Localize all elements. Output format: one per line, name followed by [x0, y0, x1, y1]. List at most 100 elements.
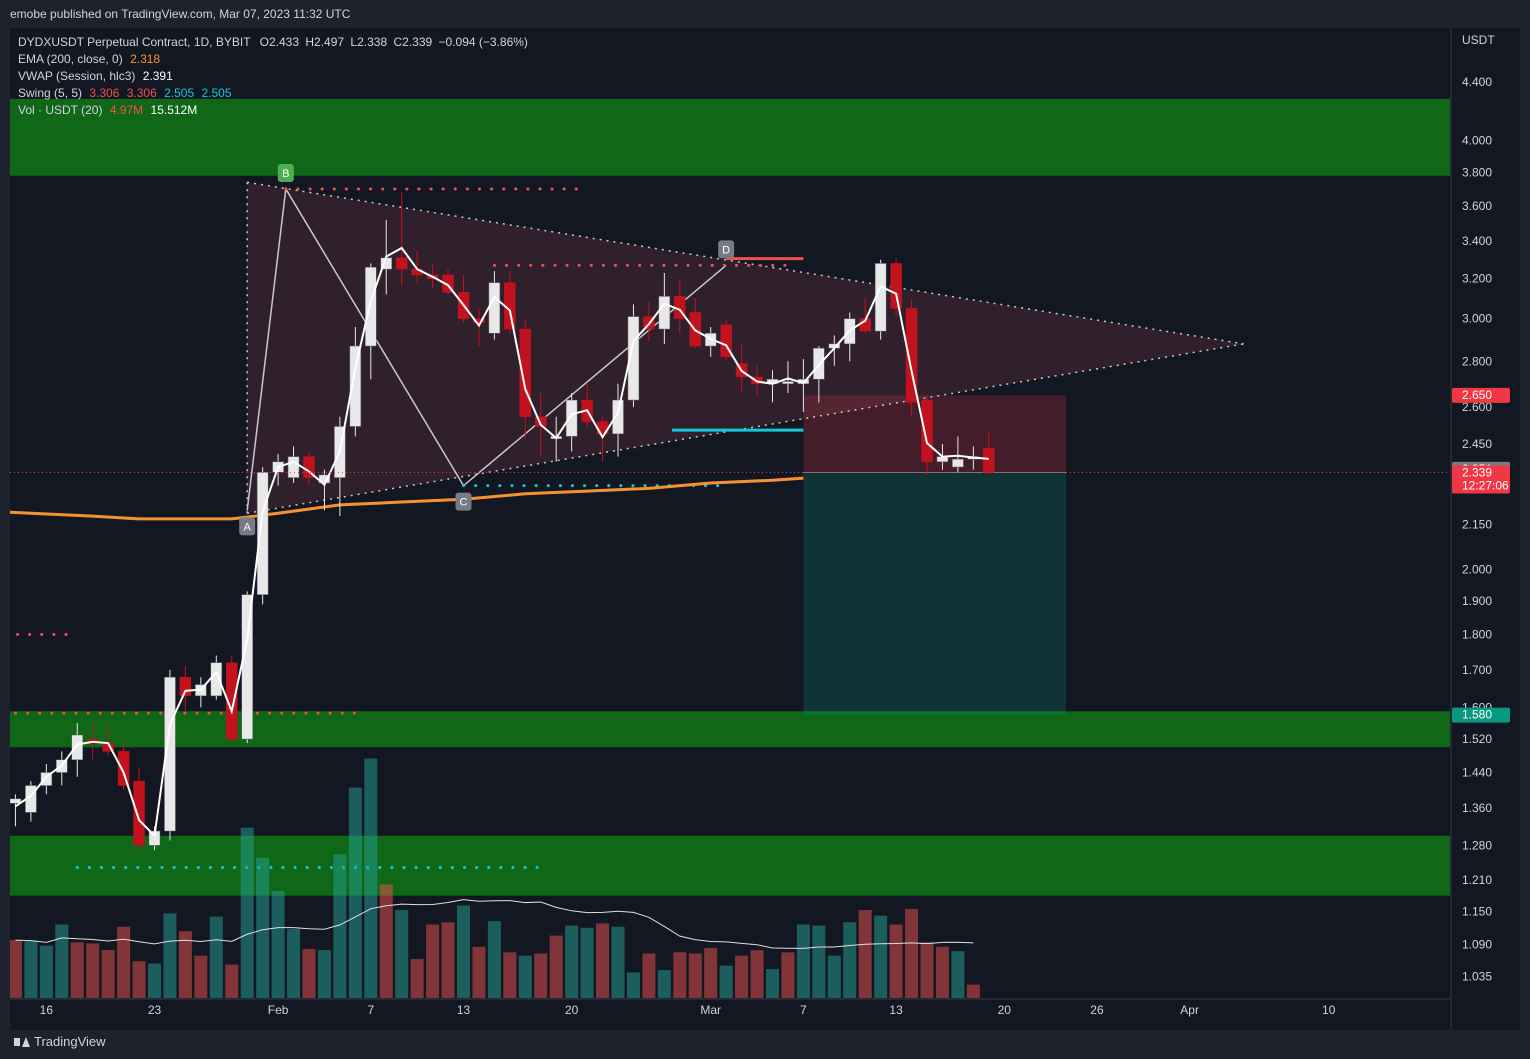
volume-bar — [209, 916, 223, 998]
candle[interactable] — [921, 399, 933, 463]
candle[interactable] — [782, 381, 794, 385]
triangle-upper-line[interactable] — [247, 181, 1244, 345]
candle[interactable] — [473, 318, 485, 324]
candle[interactable] — [535, 416, 547, 427]
stop-loss-area[interactable] — [803, 395, 1067, 473]
triangle-area[interactable] — [247, 182, 1244, 514]
volume-bar — [518, 955, 532, 998]
candle[interactable] — [164, 676, 176, 832]
candle[interactable] — [40, 772, 53, 786]
candle[interactable] — [226, 662, 238, 740]
candle[interactable] — [349, 345, 362, 427]
volume-bar — [951, 951, 965, 998]
volume-bar — [920, 942, 934, 998]
x-tick-label: 7 — [800, 1003, 807, 1017]
volume-bar — [487, 921, 501, 998]
candle[interactable] — [612, 399, 624, 435]
x-tick-label: 20 — [998, 1003, 1012, 1017]
volume-bar — [410, 959, 424, 998]
swing-value-2: 3.306 — [126, 86, 157, 100]
x-tick-label: Mar — [700, 1003, 721, 1017]
candle[interactable] — [210, 662, 223, 697]
candle[interactable] — [720, 324, 732, 358]
candle[interactable] — [133, 780, 145, 846]
price-tag-1 — [1452, 387, 1510, 403]
candle[interactable] — [256, 472, 269, 595]
candle[interactable] — [952, 458, 964, 468]
pattern-point-a[interactable] — [239, 517, 256, 536]
ohlc-open: 2.433 — [269, 35, 300, 49]
y-tick-label: 1.035 — [1462, 970, 1492, 984]
candle[interactable] — [71, 734, 83, 761]
volume-bar — [657, 970, 671, 998]
candle[interactable] — [442, 274, 454, 293]
ohlc-close: 2.339 — [402, 35, 433, 49]
volume-bar — [735, 955, 749, 998]
y-tick-label: 1.090 — [1462, 938, 1492, 952]
volume-bar — [503, 952, 517, 998]
candle[interactable] — [117, 751, 130, 786]
x-tick-label: 16 — [40, 1003, 54, 1017]
legend-swing-row[interactable]: Swing (5, 5) 3.306 3.306 2.505 2.505 — [18, 85, 528, 102]
candle[interactable] — [658, 296, 671, 330]
ohlc-high-label: H — [305, 35, 315, 49]
brand-label: TradingView — [34, 1034, 106, 1049]
candle[interactable] — [565, 399, 578, 437]
time-axis[interactable] — [10, 998, 1450, 1030]
y-tick-label: 3.200 — [1462, 272, 1492, 286]
volume-bar — [827, 955, 841, 998]
swing-value-1: 3.306 — [89, 86, 120, 100]
volume-bar — [302, 949, 316, 998]
y-tick-label: 4.400 — [1462, 75, 1492, 89]
volume-bar — [858, 910, 872, 998]
volume-bar — [287, 928, 301, 998]
y-tick-label: 2.000 — [1462, 562, 1492, 576]
pattern-label-c: C — [460, 497, 468, 509]
candle[interactable] — [983, 447, 995, 473]
legend-ema-row[interactable]: EMA (200, close, 0) 2.318 — [18, 51, 528, 68]
volume-bar — [565, 925, 579, 998]
volume-bar — [596, 923, 610, 998]
price-axis[interactable] — [1450, 28, 1520, 1030]
symbol-name[interactable]: DYDXUSDT Perpetual Contract, 1D, BYBIT — [18, 35, 251, 49]
candle[interactable] — [627, 316, 640, 401]
candle[interactable] — [890, 263, 902, 309]
pattern-point-d[interactable] — [718, 240, 735, 259]
candle[interactable] — [488, 282, 501, 334]
pattern-point-b[interactable] — [277, 163, 294, 182]
volume-bar — [796, 924, 810, 998]
candle[interactable] — [519, 328, 532, 417]
y-tick-label: 1.210 — [1462, 873, 1492, 887]
candle[interactable] — [287, 456, 300, 478]
legend-vwap-row[interactable]: VWAP (Session, hlc3) 2.391 — [18, 68, 528, 85]
volume-bar — [178, 931, 192, 998]
x-tick-label: 13 — [889, 1003, 903, 1017]
volume-bar — [750, 950, 764, 998]
volume-bar — [379, 884, 393, 998]
pattern-point-c[interactable] — [455, 492, 472, 511]
published-header: emobe published on TradingView.com, Mar … — [0, 0, 1530, 28]
take-profit-area[interactable] — [803, 472, 1067, 716]
volume-bar — [364, 758, 378, 998]
candle[interactable] — [241, 594, 253, 740]
volume-bar — [704, 947, 718, 998]
candle[interactable] — [905, 308, 918, 403]
vwap-name: VWAP (Session, hlc3) — [18, 69, 136, 83]
ohlc-low-label: L — [350, 35, 358, 49]
y-tick-label: 3.800 — [1462, 165, 1492, 179]
chart-legend: DYDXUSDT Perpetual Contract, 1D, BYBIT O… — [18, 34, 528, 119]
candle[interactable] — [395, 257, 408, 270]
ema-name: EMA (200, close, 0) — [18, 52, 123, 66]
support-zone-3 — [10, 835, 1450, 896]
candlestick-chart[interactable]: A B C D USDT 4.400 4.000 3.800 3.600 3.400 3.200 3.… — [10, 28, 1520, 1030]
tradingview-brand[interactable]: TradingView — [14, 1034, 106, 1049]
candle[interactable] — [179, 676, 192, 697]
volume-bar — [611, 926, 625, 998]
volume-bar — [472, 946, 486, 998]
ohlc-high: 2.497 — [314, 35, 345, 49]
triangle-lower-line[interactable] — [247, 343, 1244, 514]
candle[interactable] — [10, 798, 22, 804]
candle[interactable] — [365, 266, 377, 347]
legend-vol-row[interactable]: Vol · USDT (20) 4.97M 15.512M — [18, 102, 528, 119]
ema-200-line[interactable] — [10, 476, 804, 521]
